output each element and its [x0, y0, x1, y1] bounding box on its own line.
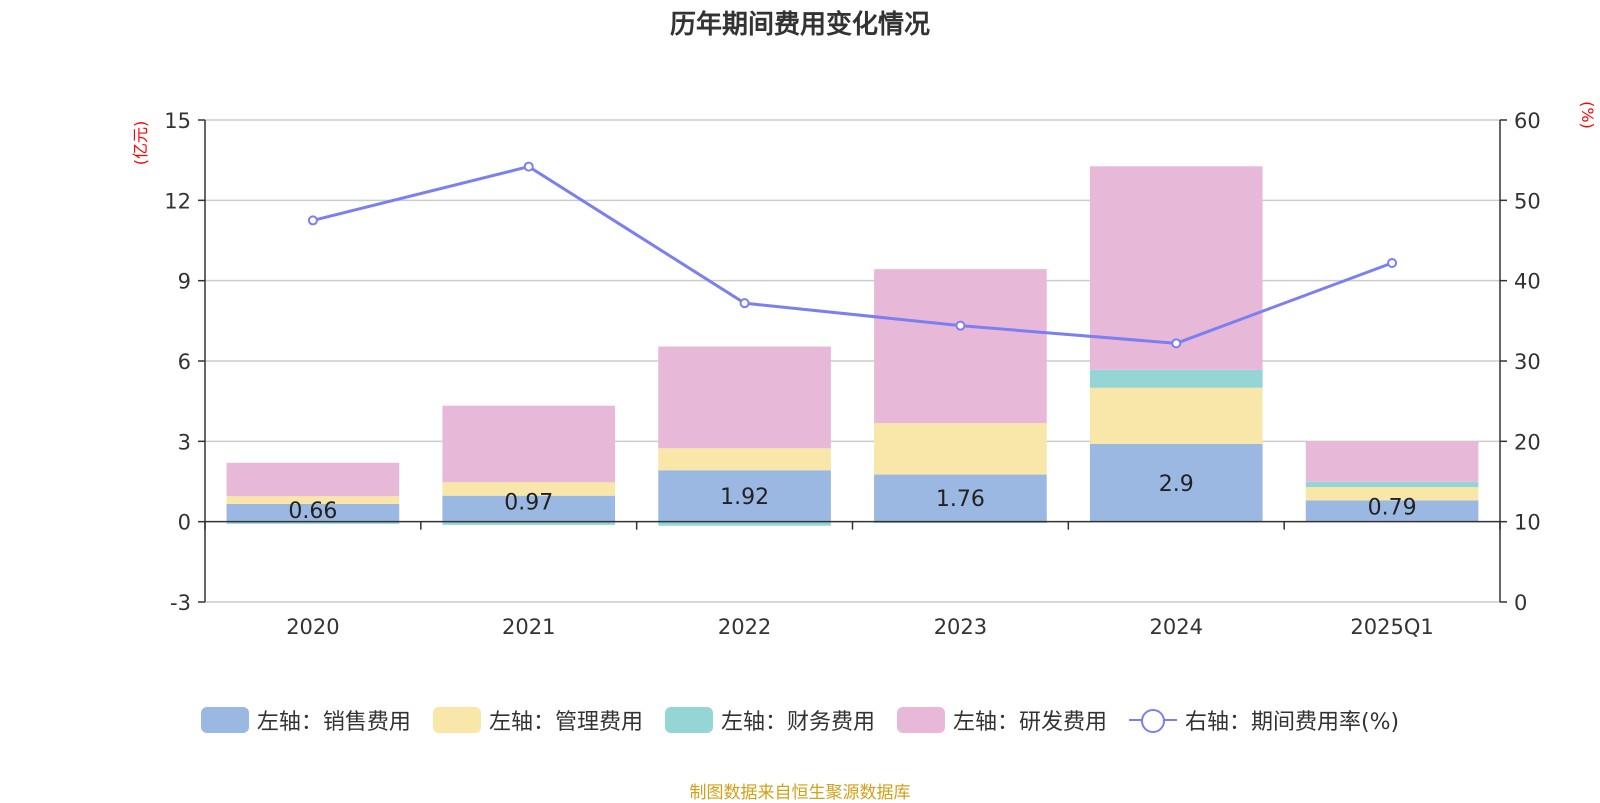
- legend-label-admin: 左轴：管理费用: [488, 710, 643, 735]
- bar-segment: [874, 474, 1047, 522]
- bar-segment: [1305, 441, 1479, 482]
- bar-segment: [1089, 444, 1263, 522]
- left-axis-tick-label: 6: [178, 350, 191, 374]
- line-point: [1387, 257, 1398, 268]
- bar-segment: [658, 470, 831, 522]
- legend-item-admin[interactable]: 左轴：管理费用: [432, 704, 643, 736]
- legend-item-rnd[interactable]: 左轴：研发费用: [896, 704, 1107, 736]
- bar-data-label: 1.76: [936, 487, 985, 512]
- x-axis-tick-label: 2024: [1150, 615, 1203, 639]
- bar-segment: [226, 503, 400, 522]
- legend-label-expense-rate: 右轴：期间费用率(%): [1184, 710, 1400, 735]
- bar-data-label: 1.92: [720, 485, 769, 510]
- bar-segment: [442, 521, 616, 525]
- bar-segment: [1305, 500, 1479, 522]
- left-axis-tick-label: 12: [164, 189, 191, 213]
- left-axis-tick-label: -3: [170, 591, 191, 615]
- legend-label-sales: 左轴：销售费用: [256, 710, 411, 735]
- legend-label-rnd: 左轴：研发费用: [952, 710, 1107, 735]
- legend-item-sales[interactable]: 左轴：销售费用: [200, 704, 411, 736]
- line-point: [307, 215, 318, 226]
- x-axis-tick-label: 2022: [718, 615, 771, 639]
- x-axis-tick-label: 2025Q1: [1350, 615, 1433, 639]
- right-axis-tick-label: 0: [1514, 591, 1527, 615]
- chart-svg: -3 0 3 6 9 12 15 0 10 20 30 40 50 60 2020 2021 2022 2023 2…: [131, 101, 1597, 639]
- x-axis-tick-label: 2020: [286, 615, 339, 639]
- right-axis-tick-label: 20: [1514, 430, 1541, 454]
- bar-data-label: 2.9: [1159, 472, 1194, 497]
- right-axis-tick-label: 40: [1514, 270, 1541, 294]
- bar-data-label: 0.79: [1368, 496, 1417, 521]
- bar-segment: [874, 269, 1047, 424]
- bar-segment: [226, 496, 400, 504]
- bar-group: [226, 166, 1479, 526]
- bar-segment: [442, 482, 616, 496]
- left-axis-unit: (亿元): [131, 121, 150, 166]
- axes: -3 0 3 6 9 12 15 0 10 20 30 40 50 60 2020 2021 2022 2023 2…: [164, 109, 1540, 639]
- right-axis-tick-label: 10: [1514, 511, 1541, 535]
- bar-data-label: 0.66: [288, 499, 337, 524]
- bar-segment: [658, 448, 831, 471]
- legend-item-expense-rate[interactable]: 右轴：期间费用率(%): [1128, 704, 1400, 736]
- bar-segment: [1305, 481, 1479, 488]
- bar-segment: [442, 495, 616, 522]
- x-axis-tick-label: 2023: [934, 615, 987, 639]
- right-axis-tick-label: 50: [1514, 189, 1541, 213]
- line-series: [307, 161, 1398, 349]
- legend-swatch-expense-rate: [1128, 707, 1177, 733]
- line-point: [1171, 338, 1182, 349]
- bar-data-label: 0.97: [504, 491, 553, 516]
- left-axis-tick-label: 15: [164, 109, 191, 133]
- chart-title: 历年期间费用变化情况: [669, 10, 930, 40]
- line-point: [523, 161, 534, 172]
- legend-item-finance[interactable]: 左轴：财务费用: [664, 704, 875, 736]
- left-axis-tick-label: 0: [178, 511, 191, 535]
- bar-segment: [1089, 387, 1263, 445]
- bar-segment: [1089, 369, 1263, 388]
- left-axis-tick-label: 9: [178, 270, 191, 294]
- legend: 左轴：销售费用 左轴：管理费用 左轴：财务费用 左轴：研发费用 右轴：期间费用率…: [0, 704, 1600, 736]
- legend-swatch-sales: [200, 707, 249, 733]
- left-axis-tick-label: 3: [178, 430, 191, 454]
- legend-swatch-admin: [432, 707, 481, 733]
- data-labels: 0.66 0.97 1.92 1.76 2.9 0.79: [288, 472, 1416, 524]
- bar-segment: [226, 521, 400, 524]
- right-axis-tick-label: 30: [1514, 350, 1541, 374]
- legend-swatch-rnd: [896, 707, 945, 733]
- bar-segment: [442, 405, 616, 483]
- x-axis-tick-label: 2021: [502, 615, 555, 639]
- line-point: [739, 298, 750, 309]
- line-point: [955, 320, 966, 331]
- legend-swatch-finance: [664, 707, 713, 733]
- source-note: 制图数据来自恒生聚源数据库: [689, 783, 911, 803]
- grid-lines: [205, 119, 1500, 603]
- right-axis-tick-label: 60: [1514, 109, 1541, 133]
- bar-segment: [874, 423, 1047, 475]
- bar-segment: [658, 346, 831, 449]
- bar-segment: [1305, 487, 1479, 501]
- line-path: [312, 164, 1393, 345]
- bar-segment: [658, 521, 831, 526]
- legend-label-finance: 左轴：财务费用: [720, 710, 875, 735]
- bar-segment: [1089, 166, 1263, 370]
- bar-segment: [226, 462, 400, 497]
- right-axis-unit: (%): [1578, 101, 1597, 129]
